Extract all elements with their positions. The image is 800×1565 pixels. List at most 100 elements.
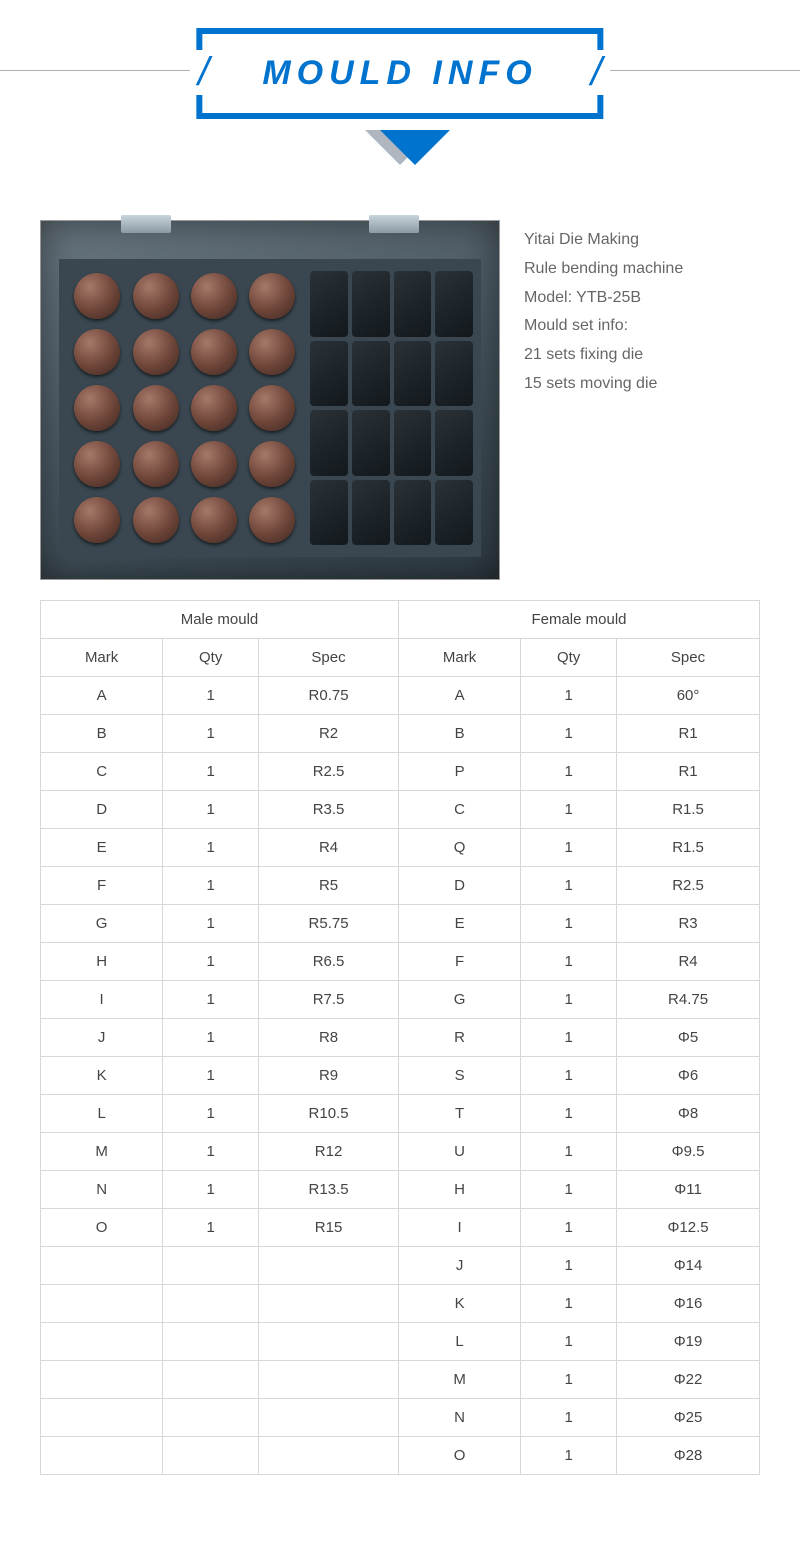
table-cell: Φ19 — [617, 1323, 760, 1361]
table-cell: R5 — [259, 867, 399, 905]
table-cell: 1 — [163, 715, 259, 753]
table-cell: R0.75 — [259, 677, 399, 715]
table-cell: F — [41, 867, 163, 905]
table-cell — [41, 1323, 163, 1361]
table-cell: 1 — [163, 1019, 259, 1057]
table-cell — [259, 1285, 399, 1323]
table-cell: R3.5 — [259, 791, 399, 829]
table-cell: L — [41, 1095, 163, 1133]
group-header-female: Female mould — [398, 601, 759, 639]
col-header: Qty — [521, 639, 617, 677]
table-cell: 1 — [521, 677, 617, 715]
table-cell: 1 — [163, 677, 259, 715]
table-cell — [41, 1247, 163, 1285]
table-cell: E — [398, 905, 520, 943]
table-cell: 1 — [163, 867, 259, 905]
table-cell: R1 — [617, 715, 760, 753]
table-cell: 1 — [521, 753, 617, 791]
info-line: Model: YTB-25B — [524, 284, 683, 313]
table-cell: 1 — [521, 1019, 617, 1057]
info-line: 15 sets moving die — [524, 370, 683, 399]
table-row: M1Φ22 — [41, 1361, 760, 1399]
table-row: J1Φ14 — [41, 1247, 760, 1285]
info-line: Mould set info: — [524, 312, 683, 341]
table-cell: 1 — [521, 981, 617, 1019]
table-cell — [163, 1361, 259, 1399]
table-cell: 1 — [521, 1437, 617, 1475]
info-line: Rule bending machine — [524, 255, 683, 284]
table-cell: 1 — [163, 829, 259, 867]
table-cell: R4 — [617, 943, 760, 981]
table-cell — [41, 1285, 163, 1323]
table-cell: H — [41, 943, 163, 981]
info-text-block: Yitai Die Making Rule bending machine Mo… — [524, 220, 683, 580]
table-cell: 1 — [521, 1285, 617, 1323]
table-cell: E — [41, 829, 163, 867]
table-cell: R2.5 — [617, 867, 760, 905]
table-row: K1Φ16 — [41, 1285, 760, 1323]
table-cell: N — [41, 1171, 163, 1209]
table-cell: R9 — [259, 1057, 399, 1095]
mould-table-wrap: Male mould Female mould Mark Qty Spec Ma… — [0, 600, 800, 1515]
table-row: F1R5D1R2.5 — [41, 867, 760, 905]
table-cell: R2.5 — [259, 753, 399, 791]
table-cell: 1 — [163, 791, 259, 829]
info-line: Yitai Die Making — [524, 226, 683, 255]
table-cell: Φ11 — [617, 1171, 760, 1209]
table-row: B1R2B1R1 — [41, 715, 760, 753]
info-line: 21 sets fixing die — [524, 341, 683, 370]
table-cell: 1 — [163, 1209, 259, 1247]
table-cell: 1 — [521, 867, 617, 905]
table-cell: M — [41, 1133, 163, 1171]
table-cell: R — [398, 1019, 520, 1057]
table-cell — [163, 1285, 259, 1323]
table-cell — [259, 1361, 399, 1399]
pin-grid — [67, 267, 302, 549]
table-cell — [163, 1437, 259, 1475]
col-header: Mark — [41, 639, 163, 677]
table-cell — [41, 1361, 163, 1399]
table-cell: R1.5 — [617, 791, 760, 829]
table-row: H1R6.5F1R4 — [41, 943, 760, 981]
table-cell: L — [398, 1323, 520, 1361]
table-cell: Φ12.5 — [617, 1209, 760, 1247]
table-cell: R1.5 — [617, 829, 760, 867]
table-cell: Φ6 — [617, 1057, 760, 1095]
table-row: D1R3.5C1R1.5 — [41, 791, 760, 829]
table-cell: 1 — [521, 1095, 617, 1133]
table-cell: 1 — [163, 1171, 259, 1209]
table-row: C1R2.5P1R1 — [41, 753, 760, 791]
table-cell: G — [41, 905, 163, 943]
table-cell — [41, 1437, 163, 1475]
table-row: O1R15I1Φ12.5 — [41, 1209, 760, 1247]
col-header: Mark — [398, 639, 520, 677]
table-cell: Φ22 — [617, 1361, 760, 1399]
table-cell: 1 — [521, 1171, 617, 1209]
table-cell: R12 — [259, 1133, 399, 1171]
decor-slash-left: / — [190, 50, 217, 95]
table-cell: 1 — [521, 905, 617, 943]
table-cell: R7.5 — [259, 981, 399, 1019]
table-cell: I — [41, 981, 163, 1019]
group-header-male: Male mould — [41, 601, 399, 639]
table-cell: 1 — [163, 753, 259, 791]
table-cell: R15 — [259, 1209, 399, 1247]
table-cell: R13.5 — [259, 1171, 399, 1209]
table-cell: F — [398, 943, 520, 981]
table-cell: 1 — [521, 1361, 617, 1399]
col-header: Qty — [163, 639, 259, 677]
table-cell: Φ16 — [617, 1285, 760, 1323]
table-cell: R6.5 — [259, 943, 399, 981]
col-header: Spec — [259, 639, 399, 677]
table-cell: 1 — [163, 981, 259, 1019]
table-row: L1R10.5T1Φ8 — [41, 1095, 760, 1133]
table-cell: Φ9.5 — [617, 1133, 760, 1171]
table-cell: R10.5 — [259, 1095, 399, 1133]
table-cell: R4 — [259, 829, 399, 867]
table-cell — [259, 1323, 399, 1361]
mid-section: Yitai Die Making Rule bending machine Mo… — [0, 190, 800, 600]
table-row: M1R12U1Φ9.5 — [41, 1133, 760, 1171]
table-cell: Φ5 — [617, 1019, 760, 1057]
table-cell: A — [398, 677, 520, 715]
product-photo — [40, 220, 500, 580]
